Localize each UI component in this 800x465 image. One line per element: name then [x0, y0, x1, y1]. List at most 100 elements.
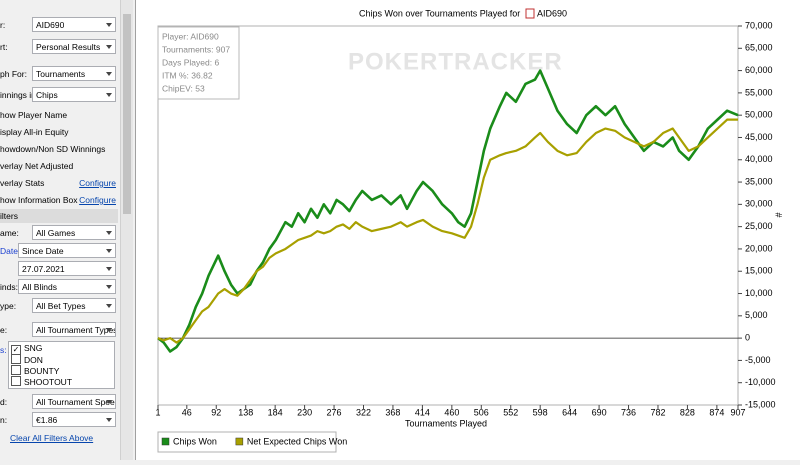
- option-label[interactable]: how Player Name: [0, 110, 68, 120]
- dropdown[interactable]: Since Date: [18, 243, 116, 258]
- y-tick-label: 10,000: [745, 288, 773, 298]
- y-tick-label: 70,000: [745, 20, 773, 30]
- list-item[interactable]: SHOOTOUT: [11, 376, 72, 387]
- y-tick-label: 45,000: [745, 132, 773, 142]
- list-item-text: BOUNTY: [24, 366, 60, 376]
- y-tick-label: 65,000: [745, 43, 773, 53]
- y-tick-label: 40,000: [745, 154, 773, 164]
- list-item-text: SNG: [24, 343, 43, 353]
- x-tick-label: 874: [709, 407, 724, 417]
- x-tick-label: 782: [650, 407, 665, 417]
- form-row: innings in: Chips: [0, 87, 118, 103]
- legend-swatch: [235, 437, 244, 446]
- dropdown[interactable]: All Blinds: [18, 279, 116, 294]
- dropdown[interactable]: AID690: [32, 17, 116, 32]
- legend: [157, 431, 337, 453]
- y-tick-label: 20,000: [745, 243, 773, 253]
- list-item[interactable]: DON: [11, 354, 43, 365]
- x-tick-label: 736: [621, 407, 636, 417]
- chart-player: AID690: [537, 8, 567, 18]
- x-tick-label: 276: [327, 407, 342, 417]
- watermark: POKERTRACKER: [348, 48, 563, 75]
- x-tick-label: 460: [444, 407, 459, 417]
- field-label: r:: [0, 20, 6, 30]
- form-row: d: All Tournament Speeds: [0, 394, 118, 410]
- x-tick-label: 1: [155, 407, 160, 417]
- y-tick-label: 50,000: [745, 110, 773, 120]
- configure-link[interactable]: Configure: [79, 195, 116, 205]
- y-tick-label: 25,000: [745, 221, 773, 231]
- x-tick-label: 506: [474, 407, 489, 417]
- field-label: ame:: [0, 228, 19, 238]
- checkbox[interactable]: [11, 365, 21, 375]
- series-line: [157, 69, 739, 353]
- y-tick-label: 5,000: [745, 310, 768, 320]
- dropdown[interactable]: €1.86: [32, 412, 116, 427]
- y-tick-label: 15,000: [745, 266, 773, 276]
- form-row: rt: Personal Results: [0, 39, 118, 55]
- option-label[interactable]: verlay Net Adjusted: [0, 161, 74, 171]
- x-tick-label: 138: [238, 407, 253, 417]
- plot-frame: [157, 25, 739, 406]
- clear-filters-link[interactable]: Clear All Filters Above: [10, 433, 94, 443]
- dropdown[interactable]: All Games: [32, 225, 116, 240]
- dropdown[interactable]: All Bet Types: [32, 298, 116, 313]
- checkbox[interactable]: [11, 354, 21, 364]
- x-tick-label: 92: [211, 407, 221, 417]
- tournament-type-list: ✓ SNG DON BOUNTY SHOOTOUT: [8, 341, 115, 389]
- field-label: ph For:: [0, 69, 27, 79]
- chart-title: Chips Won over Tournaments Played for: [359, 8, 520, 18]
- field-label: e:: [0, 325, 8, 335]
- x-tick-label: 598: [533, 407, 548, 417]
- y-axis-title: #: [774, 212, 784, 217]
- y-tick-label: 55,000: [745, 87, 773, 97]
- field-label: ype:: [0, 301, 17, 311]
- form-row: Date: Since Date: [0, 243, 118, 259]
- legend-label: Chips Won: [173, 436, 217, 446]
- x-tick-label: 828: [680, 407, 695, 417]
- x-tick-label: 414: [415, 407, 430, 417]
- y-tick-label: 60,000: [745, 65, 773, 75]
- field-label: inds:: [0, 282, 18, 292]
- option-label[interactable]: how Information Box: [0, 195, 78, 205]
- configure-link[interactable]: Configure: [79, 178, 116, 188]
- y-tick-label: -5,000: [745, 355, 771, 365]
- dropdown[interactable]: 27.07.2021: [18, 261, 116, 276]
- x-tick-label: 907: [730, 407, 745, 417]
- x-tick-label: 552: [503, 407, 518, 417]
- scrollbar[interactable]: [120, 0, 133, 460]
- y-tick-label: 35,000: [745, 176, 773, 186]
- option-label[interactable]: howdown/Non SD Winnings: [0, 144, 106, 154]
- y-tick-label: 0: [745, 332, 750, 342]
- field-label: Date:: [0, 246, 21, 256]
- x-tick-label: 690: [592, 407, 607, 417]
- legend-swatch: [161, 437, 170, 446]
- form-row: 27.07.2021: [0, 261, 118, 277]
- form-row: r: AID690: [0, 17, 118, 33]
- legend-label: Net Expected Chips Won: [247, 436, 347, 446]
- series-line: [157, 118, 738, 344]
- info-line: Days Played: 6: [162, 57, 219, 67]
- sidebar: r: AID690 rt: Personal Results ph For: Tourna…: [0, 0, 120, 460]
- scroll-thumb[interactable]: [123, 14, 131, 214]
- field-label: rt:: [0, 42, 8, 52]
- chart: Chips Won over Tournaments Played for AI…: [155, 8, 784, 453]
- list-item-text: DON: [24, 355, 43, 365]
- list-item[interactable]: BOUNTY: [11, 365, 59, 376]
- option-label[interactable]: verlay Stats: [0, 178, 45, 188]
- field-label: innings in:: [0, 90, 39, 100]
- dropdown[interactable]: Personal Results: [32, 39, 116, 54]
- checkbox[interactable]: [11, 376, 21, 386]
- dropdown[interactable]: All Tournament Speeds: [32, 394, 116, 409]
- dropdown[interactable]: Tournaments: [32, 66, 116, 81]
- info-line: Tournaments: 907: [162, 44, 230, 54]
- player-icon: [525, 8, 535, 19]
- dropdown[interactable]: Chips: [32, 87, 116, 102]
- dropdown[interactable]: All Tournament Types: [32, 322, 116, 337]
- form-row: ame: All Games: [0, 225, 118, 241]
- option-label[interactable]: isplay All-in Equity: [0, 127, 69, 137]
- info-box: [157, 26, 240, 100]
- form-row: e: All Tournament Types: [0, 322, 118, 338]
- form-row: ype: All Bet Types: [0, 298, 118, 314]
